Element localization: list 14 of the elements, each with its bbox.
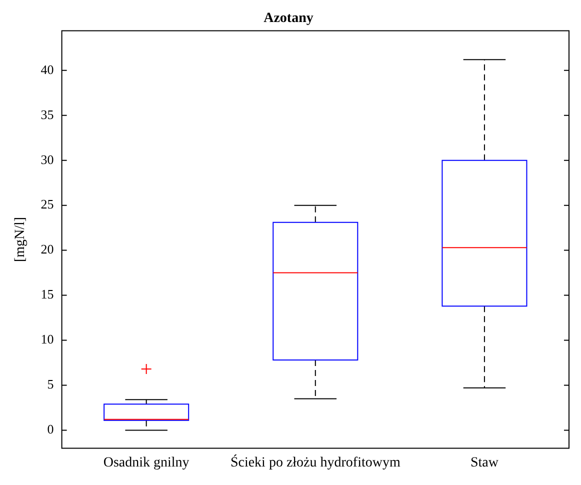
x-tick-label: Ścieki po złożu hydrofitowym <box>230 453 400 470</box>
y-tick-label: 15 <box>40 286 54 302</box>
y-tick-label: 5 <box>47 376 54 392</box>
y-tick-label: 30 <box>40 152 54 167</box>
y-tick-label: 0 <box>47 422 54 437</box>
y-tick-label: 20 <box>40 242 54 257</box>
y-tick-label: 35 <box>40 106 54 122</box>
x-tick-label: Osadnik gnilny <box>103 455 190 470</box>
chart-title: Azotany <box>264 11 314 26</box>
y-axis-title: [mgN/l] <box>13 216 28 262</box>
y-tick-label: 40 <box>40 62 54 77</box>
y-tick-label: 25 <box>40 196 54 212</box>
y-tick-label: 10 <box>40 332 54 347</box>
x-tick-label: Staw <box>470 455 500 470</box>
